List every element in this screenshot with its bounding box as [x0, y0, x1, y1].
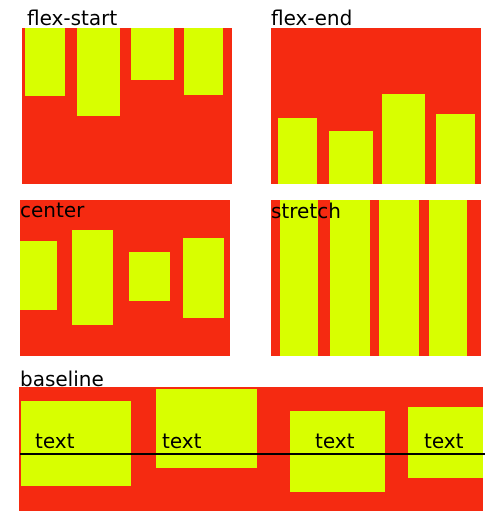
flex-end-container — [271, 28, 481, 184]
baseline-item-3-text: text — [315, 429, 355, 453]
stretch-container — [271, 200, 481, 356]
flex-start-title: flex-start — [27, 6, 118, 30]
center-title: center — [20, 198, 85, 222]
stretch-title: stretch — [271, 199, 341, 223]
baseline-item-4 — [408, 407, 483, 478]
center-item-3 — [129, 252, 170, 301]
baseline-rule — [20, 453, 485, 455]
stretch-item-3 — [379, 200, 419, 356]
stretch-item-1 — [280, 200, 318, 356]
flex-end-item-3 — [382, 94, 425, 184]
stretch-item-4 — [429, 200, 467, 356]
flex-start-item-1 — [25, 28, 65, 96]
flex-end-item-4 — [436, 114, 475, 184]
stretch-item-2 — [330, 200, 370, 356]
baseline-title: baseline — [20, 367, 104, 391]
flex-end-item-2 — [329, 131, 373, 184]
baseline-item-4-text: text — [424, 429, 464, 453]
center-item-1 — [20, 241, 57, 310]
baseline-item-1-text: text — [35, 429, 75, 453]
center-item-4 — [183, 238, 224, 318]
baseline-item-3 — [290, 411, 385, 492]
baseline-item-2-text: text — [162, 429, 202, 453]
flex-end-title: flex-end — [271, 6, 353, 30]
center-item-2 — [72, 230, 113, 325]
flex-start-item-2 — [77, 28, 120, 116]
flex-start-item-4 — [184, 28, 223, 95]
flex-start-item-3 — [131, 28, 174, 80]
baseline-container — [19, 387, 483, 511]
baseline-item-1 — [21, 401, 131, 486]
center-container — [20, 200, 230, 356]
flex-start-container — [22, 28, 232, 184]
flex-end-item-1 — [278, 118, 317, 184]
